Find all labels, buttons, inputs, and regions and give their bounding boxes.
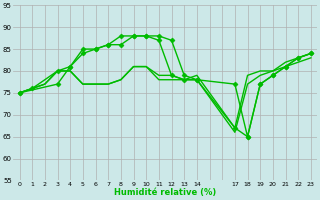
X-axis label: Humidité relative (%): Humidité relative (%) bbox=[114, 188, 216, 197]
